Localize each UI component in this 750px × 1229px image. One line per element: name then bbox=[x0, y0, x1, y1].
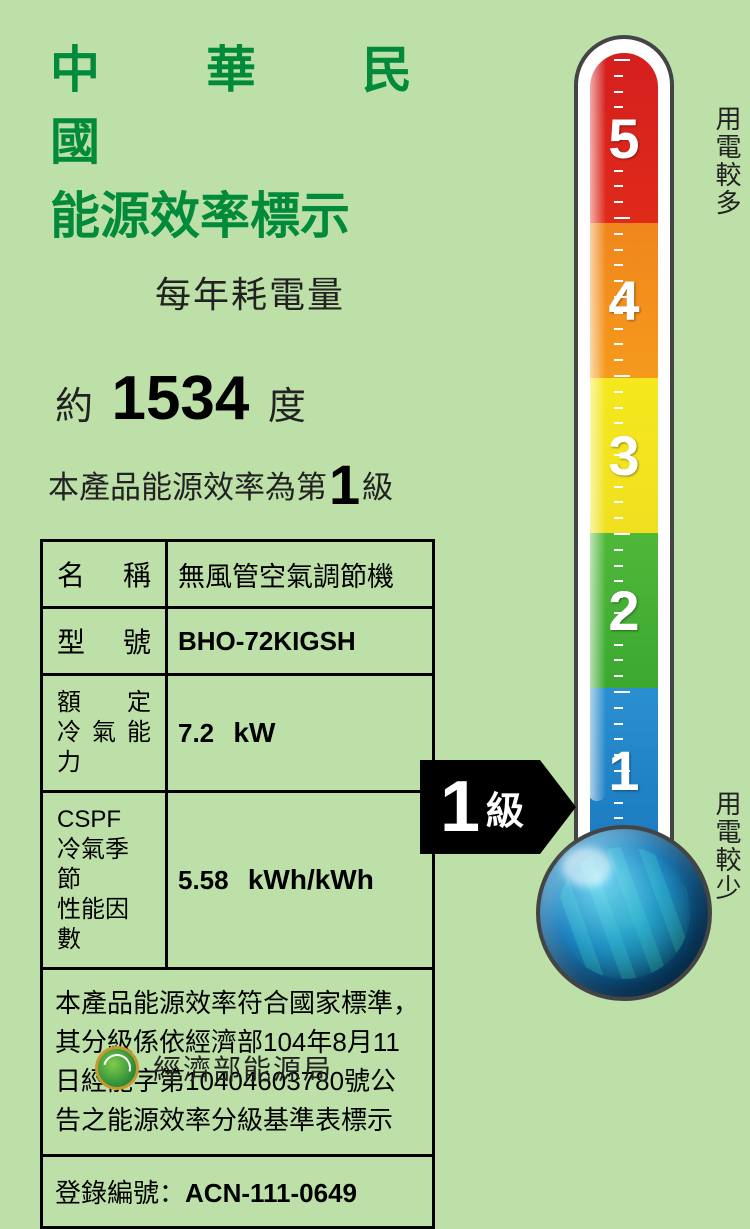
spec-table: 名 稱 無風管空氣調節機 型 號 BHO-72KIGSH 額 定 冷氣能力 7.… bbox=[40, 539, 435, 1229]
arrow-head-icon bbox=[540, 760, 576, 854]
annual-kwh-unit: 度 bbox=[268, 386, 306, 428]
rating-suffix: 級 bbox=[362, 470, 393, 505]
footer: 經濟部能源局 bbox=[95, 1046, 333, 1090]
spec-cspf-value: 5.58 bbox=[178, 865, 229, 895]
spec-model-label: 型 號 bbox=[42, 608, 167, 675]
usage-low-label: 用電較少 bbox=[714, 790, 740, 902]
annual-consumption-label: 每年耗電量 bbox=[40, 266, 460, 318]
grade-arrow-number: 1 bbox=[440, 766, 480, 848]
spec-cspf-cell: 5.58 kWh/kWh bbox=[167, 792, 434, 969]
thermometer-tube: 54321 bbox=[574, 35, 674, 845]
rating-level: 1 bbox=[329, 453, 360, 516]
product-rating-line: 本產品能源效率為第1級 bbox=[48, 452, 460, 517]
spec-name-label: 名 稱 bbox=[42, 541, 167, 608]
spec-capacity-label: 額 定 冷氣能力 bbox=[42, 675, 167, 792]
spec-cspf-unit: kWh/kWh bbox=[248, 864, 374, 895]
header-label-title: 能源效率標示 bbox=[50, 176, 460, 248]
grade-indicator-arrow: 1 級 bbox=[420, 760, 576, 854]
spec-cspf-label: CSPF 冷氣季節 性能因數 bbox=[42, 792, 167, 969]
spec-registration: 登錄編號：ACN-111-0649 bbox=[42, 1156, 434, 1228]
spec-capacity-value: 7.2 bbox=[178, 718, 214, 748]
spec-model-value: BHO-72KIGSH bbox=[167, 608, 434, 675]
annual-kwh-value: 1534 bbox=[111, 364, 249, 433]
grade-arrow-suffix: 級 bbox=[486, 780, 524, 835]
usage-high-label: 用電較多 bbox=[714, 105, 740, 217]
reg-number: ACN-111-0649 bbox=[185, 1178, 357, 1208]
reg-label: 登錄編號： bbox=[55, 1178, 185, 1208]
bureau-name: 經濟部能源局 bbox=[153, 1048, 333, 1088]
header-country: 中 華 民 國 bbox=[50, 30, 460, 174]
bureau-logo-icon bbox=[95, 1046, 139, 1090]
thermometer: 54321 bbox=[544, 35, 704, 1015]
approx-label: 約 bbox=[55, 386, 93, 428]
spec-name-value: 無風管空氣調節機 bbox=[167, 541, 434, 608]
spec-capacity-unit: kW bbox=[233, 717, 275, 748]
annual-consumption-value-line: 約 1534 度 bbox=[55, 363, 460, 434]
rating-prefix: 本產品能源效率為第 bbox=[48, 470, 327, 505]
spec-capacity-cell: 7.2 kW bbox=[167, 675, 434, 792]
